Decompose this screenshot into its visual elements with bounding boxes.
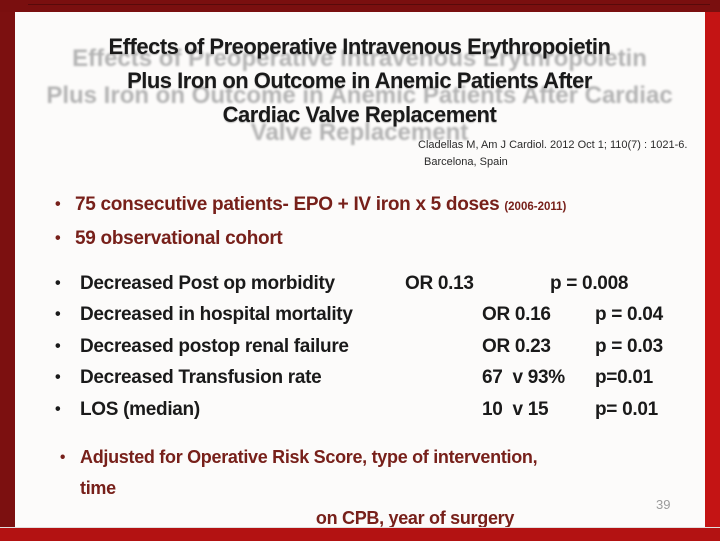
slide-title-line-3: Cardiac Valve Replacement: [222, 102, 497, 127]
stat-p-value: p = 0.008: [550, 273, 629, 294]
ghost-title-line-3: Valve Replacement: [250, 119, 469, 146]
stat-value: OR 0.23: [482, 335, 551, 357]
ghost-title-line-2: Plus Iron on Outcome in Anemic Patients …: [46, 82, 673, 109]
adjustment-line-2: time: [80, 478, 116, 498]
slide-title-line-1: Effects of Preoperative Intravenous Eryt…: [108, 34, 611, 59]
slide-frame-left: [0, 0, 15, 528]
stat-value: 10 v 15: [482, 398, 549, 420]
slide-frame-right: [705, 6, 720, 540]
ghost-title-line-1: Effects of Preoperative Intravenous Eryt…: [72, 45, 647, 72]
table-row: Decreased Transfusion rate 67 v 93% p=0.…: [55, 362, 704, 393]
stat-p-value: p= 0.01: [595, 398, 658, 420]
cohort-bullet-list: 75 consecutive patients- EPO + IV iron x…: [55, 189, 690, 254]
stat-p-value: p=0.01: [595, 367, 653, 389]
stat-value: OR 0.13: [405, 273, 474, 294]
cohort-bullet-1-text: 75 consecutive patients- EPO + IV iron x…: [75, 194, 505, 215]
adjustment-bullet: Adjusted for Operative Risk Score, type …: [60, 442, 680, 533]
stat-label: LOS (median): [79, 398, 200, 420]
slide-title: Effects of Preoperative Intravenous Eryt…: [15, 30, 704, 132]
stat-value: OR 0.16: [482, 304, 551, 326]
adjustment-line-1: Adjusted for Operative Risk Score, type …: [60, 442, 680, 473]
stat-p-value: p = 0.04: [595, 304, 663, 326]
table-row: Decreased postop renal failure OR 0.23 p…: [55, 331, 704, 362]
outcome-stats-list: Decreased Post op morbidity OR 0.13 p = …: [55, 268, 704, 425]
slide-frame-bottom: [0, 527, 720, 541]
slide-title-line-2: Plus Iron on Outcome in Anemic Patients …: [127, 68, 592, 93]
stat-p-value: p = 0.03: [595, 335, 663, 357]
slide-frame-top: [0, 0, 720, 12]
adjustment-line-3: on CPB, year of surgery: [315, 508, 515, 528]
list-item: 75 consecutive patients- EPO + IV iron x…: [55, 189, 690, 223]
stat-label: Decreased in hospital mortality: [79, 304, 353, 326]
cohort-bullet-2-text: 59 observational cohort: [75, 228, 283, 249]
stat-label: Decreased postop renal failure: [79, 335, 349, 357]
list-item: 59 observational cohort: [55, 223, 690, 254]
table-row: LOS (median) 10 v 15 p= 0.01: [55, 394, 704, 425]
slide-frame-top-line: [28, 4, 710, 5]
citation-reference: Cladellas M, Am J Cardiol. 2012 Oct 1; 1…: [418, 139, 688, 151]
stat-label: Decreased Transfusion rate: [79, 367, 322, 389]
cohort-bullet-1-years: (2006-2011): [504, 201, 567, 213]
ghost-title: Effects of Preoperative Intravenous Eryt…: [15, 40, 704, 151]
stat-value: 67 v 93%: [482, 367, 565, 389]
page-number: 39: [656, 497, 671, 512]
stat-label: Decreased Post op morbidity: [79, 273, 335, 294]
citation-location: Barcelona, Spain: [424, 156, 508, 168]
citation: Cladellas M, Am J Cardiol. 2012 Oct 1; 1…: [418, 137, 687, 171]
table-row: Decreased Post op morbidity OR 0.13 p = …: [55, 268, 704, 299]
table-row: Decreased in hospital mortality OR 0.16 …: [55, 299, 704, 330]
